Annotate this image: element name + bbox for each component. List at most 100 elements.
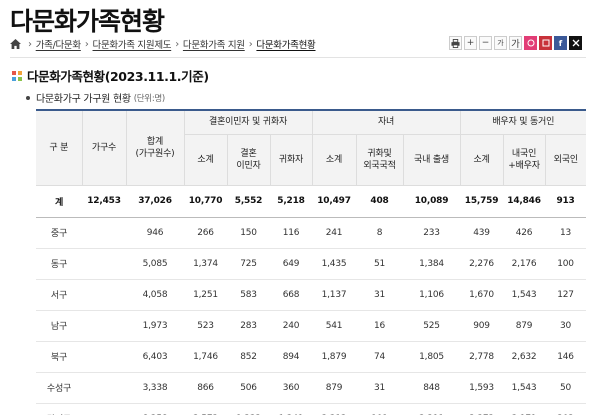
table-cell: 848 [403, 372, 461, 404]
table-cell: 2,176 [503, 248, 546, 280]
table-cell: 506 [227, 372, 270, 404]
row-district-name: 중구 [36, 217, 82, 249]
table-cell: 101 [356, 403, 404, 415]
breadcrumb: › 가족/다문화 › 다문화가족 지원제도 › 다문화가족 지원 › 다문화가족… [10, 37, 316, 51]
share-sns-icon[interactable] [524, 36, 537, 50]
table-cell [82, 310, 126, 342]
table-cell: 879 [312, 372, 357, 404]
table-cell: 649 [270, 248, 313, 280]
font-small-button[interactable]: 가 [494, 36, 507, 50]
table-row: 달서구 8,2582,5731,3321,2412,3121012,2113,37… [36, 403, 587, 415]
table-cell: 31 [356, 372, 404, 404]
breadcrumb-item-support-system[interactable]: 다문화가족 지원제도 [92, 40, 172, 51]
page-tools: + − 가 가 f [449, 36, 582, 50]
table-cell: 946 [126, 217, 184, 249]
table-cell: 1,137 [312, 279, 357, 311]
table-cell: 2,778 [460, 341, 504, 373]
table-cell: 283 [227, 310, 270, 342]
table-cell: 668 [270, 279, 313, 311]
table-cell: 1,670 [460, 279, 504, 311]
share-blog-icon[interactable] [539, 36, 552, 50]
font-large-button[interactable]: 가 [509, 36, 522, 50]
table-cell: 5,218 [270, 185, 313, 218]
table-cell: 523 [184, 310, 227, 342]
breadcrumb-separator: › [175, 38, 179, 50]
table-cell: 3,373 [460, 403, 504, 415]
table-cell: 5,552 [227, 185, 270, 218]
table-cell: 74 [356, 341, 404, 373]
table-cell: 50 [545, 372, 587, 404]
table-cell: 725 [227, 248, 270, 280]
table-row: 중구 946 266 150 116 241 8 233 439 426 13 [36, 217, 587, 249]
row-district-name: 수성구 [36, 372, 82, 404]
table-cell [82, 341, 126, 373]
table-cell: 8,258 [126, 403, 184, 415]
zoom-out-button[interactable]: − [479, 36, 492, 50]
table-cell: 8 [356, 217, 404, 249]
facebook-icon[interactable]: f [554, 36, 567, 50]
table-cell: 408 [356, 185, 404, 218]
breadcrumb-separator: › [248, 38, 253, 50]
household-members-table: 구 분 가구수 합계 (가구원수) 결혼이민자 및 귀화자 자녀 배우자 및 동… [36, 109, 587, 415]
header-group-children: 자녀 [311, 109, 461, 135]
table-cell: 1,332 [227, 403, 270, 415]
breadcrumb-item-current[interactable]: 다문화가족현황 [256, 40, 316, 51]
table-cell: 10,770 [184, 185, 227, 218]
table-cell: 202 [545, 403, 587, 415]
row-district-name: 북구 [36, 341, 82, 373]
zoom-in-button[interactable]: + [464, 36, 477, 50]
table-cell: 127 [545, 279, 587, 311]
header-korean-spouse: 내국인 +배우자 [502, 134, 546, 186]
breadcrumb-separator: › [84, 38, 89, 50]
page-title: 다문화가족현황 [10, 7, 165, 36]
table-cell: 3,171 [503, 403, 546, 415]
divider [10, 57, 586, 58]
header-marriage-immigrant: 결혼 이민자 [226, 134, 270, 186]
table-cell: 37,026 [126, 185, 184, 218]
header-marriage-subtotal: 소계 [183, 134, 227, 186]
subsection-title-text: 다문화가구 가구원 현황 [36, 94, 131, 105]
table-cell: 1,973 [126, 310, 184, 342]
table-cell: 913 [545, 185, 587, 218]
section-title-text: 다문화가족현황(2023.11.1.기준) [27, 69, 209, 84]
table-cell: 51 [356, 248, 404, 280]
table-row: 남구 1,973 523 283 240 541 16 525 909 879 30 [36, 310, 587, 342]
table-cell: 1,543 [503, 279, 546, 311]
category-squares-icon [12, 70, 22, 81]
print-icon[interactable] [449, 36, 462, 50]
home-icon[interactable] [10, 39, 21, 49]
table-cell: 894 [270, 341, 313, 373]
table-cell: 31 [356, 279, 404, 311]
table-cell: 1,435 [312, 248, 357, 280]
breadcrumb-item-family[interactable]: 가족/다문화 [35, 40, 81, 51]
table-cell: 4,058 [126, 279, 184, 311]
x-twitter-icon[interactable] [569, 36, 582, 50]
table-cell: 1,593 [460, 372, 504, 404]
table-cell: 1,543 [503, 372, 546, 404]
table-cell: 909 [460, 310, 504, 342]
table-cell: 241 [312, 217, 357, 249]
header-naturalized: 귀화자 [269, 134, 313, 186]
header-group-spouse: 배우자 및 동거인 [459, 109, 587, 135]
header-naturalized-foreign: 귀화및 외국국적 [355, 134, 404, 186]
table-cell: 240 [270, 310, 313, 342]
bullet-icon [26, 95, 30, 100]
table-cell: 10,497 [312, 185, 357, 218]
header-spouse-subtotal: 소계 [459, 134, 504, 186]
table-cell: 360 [270, 372, 313, 404]
table-cell: 439 [460, 217, 504, 249]
breadcrumb-separator: › [28, 38, 32, 50]
table-cell: 1,746 [184, 341, 227, 373]
table-cell [82, 372, 126, 404]
table-cell [82, 248, 126, 280]
subsection-title: 다문화가구 가구원 현황 (단위:명) [26, 90, 165, 105]
table-cell: 13 [545, 217, 587, 249]
table-cell: 1,106 [403, 279, 461, 311]
table-cell: 6,403 [126, 341, 184, 373]
table-cell: 426 [503, 217, 546, 249]
section-title: 다문화가족현황(2023.11.1.기준) [12, 66, 209, 85]
breadcrumb-item-support[interactable]: 다문화가족 지원 [182, 40, 245, 51]
header-households: 가구수 [81, 109, 126, 186]
table-cell: 2,312 [312, 403, 357, 415]
row-district-name: 서구 [36, 279, 82, 311]
